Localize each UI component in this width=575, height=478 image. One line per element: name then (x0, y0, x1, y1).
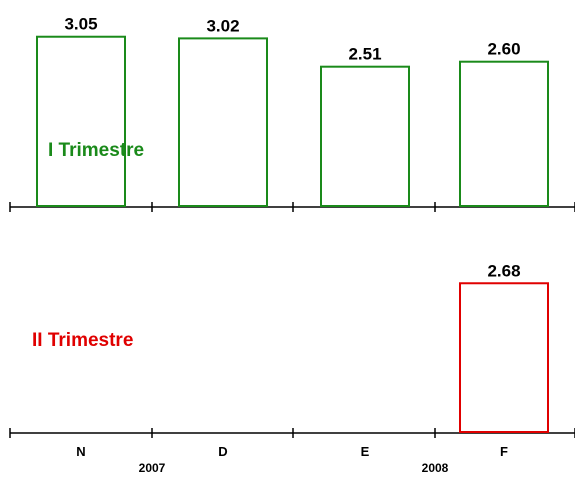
bar-f (459, 282, 549, 434)
panel-title: I Trimestre (48, 140, 144, 161)
data-label-n: 3.05 (64, 15, 97, 34)
bar-e (320, 65, 410, 207)
tick-label-e: E (361, 444, 370, 459)
category-axis: N D E F 2007 2008 (76, 444, 508, 475)
data-label-f: 2.60 (487, 40, 520, 59)
tick-label-d: D (218, 444, 227, 459)
tick-label-n: N (76, 444, 85, 459)
data-label-e: 2.51 (348, 45, 381, 64)
panel-ii-trimestre: 2.68 II Trimestre (9, 261, 575, 438)
bar-f (459, 60, 549, 208)
data-label-f: 2.68 (487, 261, 520, 280)
panel-i-trimestre: 3.05 3.02 2.51 2.60 I Trimestre (9, 15, 575, 212)
year-label-2008: 2008 (422, 461, 449, 475)
data-label-d: 3.02 (206, 16, 239, 35)
bar-n (36, 35, 126, 207)
bar-d (178, 37, 268, 207)
tick-label-f: F (500, 444, 508, 459)
panel-title: II Trimestre (32, 330, 133, 351)
year-label-2007: 2007 (139, 461, 166, 475)
